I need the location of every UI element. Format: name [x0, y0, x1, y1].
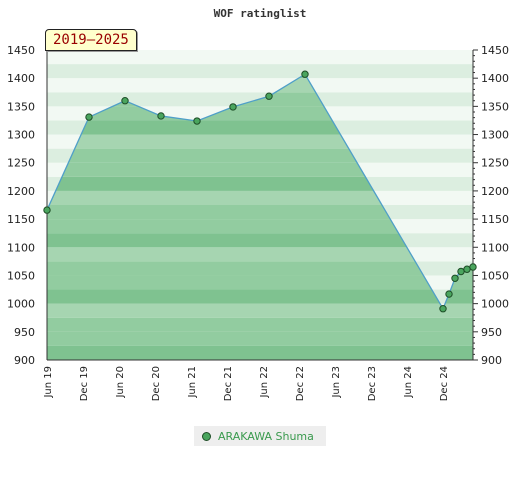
x-tick-label: Dec 24 [439, 366, 450, 401]
x-tick-label: Jun 21 [187, 366, 198, 399]
y-tick-label-right: 1150 [481, 213, 509, 226]
y-tick-label-left: 1450 [7, 44, 35, 57]
y-tick-label-right: 1250 [481, 157, 509, 170]
data-point [451, 274, 459, 282]
x-tick-label: Dec 19 [79, 366, 90, 401]
data-point [265, 92, 273, 100]
area-band [47, 219, 473, 234]
data-point [43, 206, 51, 214]
area-band [47, 345, 473, 360]
data-point [301, 70, 309, 78]
chart-title: WOF ratinglist [214, 7, 307, 20]
data-point [457, 267, 465, 276]
area-band [47, 176, 473, 191]
y-tick-label-left: 1300 [7, 129, 35, 142]
area-band [47, 233, 473, 248]
x-tick-label: Jun 19 [43, 366, 54, 399]
y-tick-label-right: 1000 [481, 298, 509, 311]
y-tick-label-left: 900 [14, 354, 35, 367]
y-tick-label-left: 950 [14, 326, 35, 339]
y-tick-label-right: 1050 [481, 269, 509, 282]
data-point [121, 97, 129, 105]
y-tick-label-left: 1200 [7, 185, 35, 198]
y-tick-label-left: 1100 [7, 241, 35, 254]
background-band [47, 64, 473, 79]
legend-marker-icon [202, 431, 211, 441]
area-band [47, 289, 473, 304]
x-tick-label: Jun 20 [115, 366, 126, 399]
data-point [85, 113, 93, 121]
x-tick-label: Dec 22 [295, 366, 306, 401]
y-tick-label-right: 1400 [481, 72, 509, 85]
y-tick-label-left: 1350 [7, 100, 35, 113]
y-tick-label-right: 900 [481, 354, 502, 367]
y-tick-label-right: 1100 [481, 241, 509, 254]
x-tick-label: Dec 20 [151, 366, 162, 401]
y-tick-label-left: 1000 [7, 298, 35, 311]
y-tick-label-left: 1050 [7, 269, 35, 282]
y-tick-label-right: 1450 [481, 44, 509, 57]
x-tick-label: Jun 22 [259, 366, 270, 399]
y-tick-label-left: 1400 [7, 72, 35, 85]
data-point [445, 290, 453, 298]
y-tick-label-left: 1250 [7, 157, 35, 170]
data-point [229, 103, 237, 111]
area-band [47, 261, 473, 276]
x-tick-label: Dec 21 [223, 366, 234, 401]
y-tick-label-right: 950 [481, 326, 502, 339]
area-band [47, 205, 473, 220]
area-band [47, 247, 473, 262]
data-point [157, 112, 165, 120]
area-band [47, 303, 473, 318]
area-band [47, 190, 473, 205]
legend[interactable]: ARAKAWA Shuma [194, 426, 326, 446]
x-axis-ticks: Jun 19 Dec 19 Jun 20 Dec 20 Jun 21 Dec 21 Jun … [43, 366, 450, 401]
data-point [439, 305, 447, 313]
y-axis-left-ticks: 1450 1400 1350 1300 1250 1200 1150 1100 1050 1000… [7, 44, 35, 367]
data-point [469, 263, 477, 271]
area-band [47, 275, 473, 290]
x-tick-label: Jun 23 [331, 366, 342, 399]
period-badge: 2019–2025 [45, 29, 137, 51]
data-point [463, 265, 471, 273]
background-band [47, 50, 473, 65]
area-band [47, 331, 473, 346]
axes [46, 49, 478, 361]
y-tick-label-right: 1350 [481, 100, 509, 113]
data-point [193, 117, 201, 125]
x-tick-label: Dec 23 [367, 366, 378, 401]
data-points [43, 70, 477, 313]
area-band [47, 317, 473, 332]
background-band [47, 78, 473, 93]
y-tick-label-left: 1150 [7, 213, 35, 226]
y-tick-label-right: 1200 [481, 185, 509, 198]
x-tick-label: Jun 24 [403, 366, 414, 399]
y-tick-label-right: 1300 [481, 129, 509, 142]
y-axis-right-ticks: 1450 1400 1350 1300 1250 1200 1150 1100 1050 1000… [481, 44, 509, 367]
legend-label: ARAKAWA Shuma [218, 429, 314, 443]
